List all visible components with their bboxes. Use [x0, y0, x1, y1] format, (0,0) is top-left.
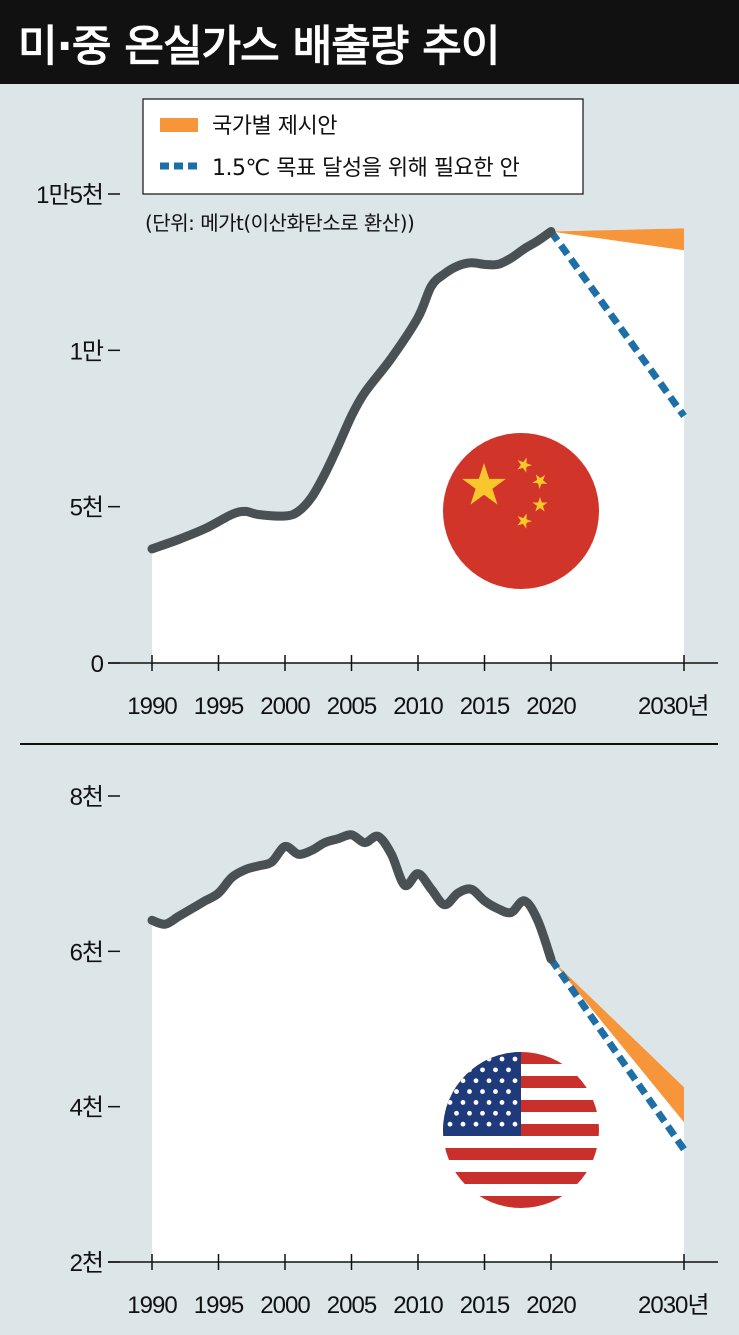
us-flag-star: [512, 1121, 518, 1127]
page-title: 미·중 온실가스 배출량 추이: [18, 22, 500, 72]
us-flag-star: [473, 1078, 479, 1084]
china-flag-disc: [443, 433, 599, 589]
us-flag-icon: [443, 1052, 599, 1208]
us-x-tick-label: 1990: [127, 1292, 177, 1319]
china-x-tick-label: 2000: [260, 693, 310, 720]
us-flag-star: [493, 1067, 498, 1073]
legend-swatch-national: [160, 118, 198, 132]
us-flag-stripe: [443, 1172, 599, 1184]
us-flag-star: [473, 1121, 479, 1127]
china-flag-icon: [443, 433, 599, 589]
us-plot-area: [152, 834, 684, 1262]
china-flag-small-star-4: [517, 513, 532, 529]
us-x-tick-label: 2010: [393, 1292, 443, 1319]
us-x-tick-label: 2005: [327, 1292, 377, 1319]
us-flag-star: [499, 1100, 505, 1105]
us-y-tick-label: 2천: [70, 1250, 103, 1277]
us-flag-star: [447, 1100, 453, 1105]
us-flag-star: [512, 1100, 518, 1105]
us-flag-star: [493, 1110, 498, 1116]
legend-label-target: 1.5℃ 목표 달성을 위해 필요한 안: [212, 156, 520, 181]
us-flag-star: [486, 1121, 492, 1127]
us-y-tick-label: 6천: [70, 939, 103, 966]
us-flag-star: [454, 1089, 459, 1094]
us-flag-star: [499, 1121, 505, 1127]
china-x-tick-label: 2010: [393, 693, 443, 720]
china-national-plan-area: [551, 228, 684, 251]
china-x-tick-label: 2005: [327, 693, 377, 720]
us-y-tick-label: 8천: [70, 784, 103, 811]
us-x-tick-label: 2000: [260, 1292, 310, 1319]
china-x-tick-label: 1990: [127, 693, 177, 720]
us-flag-star: [467, 1110, 472, 1116]
legend-box: [142, 98, 584, 195]
china-flag-small-star-2: [532, 474, 548, 489]
us-emissions-line: [147, 830, 556, 964]
us-x-tick-label: 2030년: [638, 1292, 708, 1319]
china-flag-small-star-1: [517, 457, 532, 473]
us-flag-star: [499, 1078, 505, 1084]
china-y-tick-label: 1만5천: [36, 182, 103, 209]
china-x-tick-label: 2030년: [638, 693, 708, 720]
us-flag-star: [447, 1121, 453, 1127]
title-bar: 미·중 온실가스 배출량 추이: [0, 0, 739, 84]
us-flag-star: [506, 1067, 511, 1073]
us-x-tick-label: 2020: [526, 1292, 576, 1319]
us-flag-star: [467, 1089, 472, 1094]
us-x-tick-label: 2015: [460, 1292, 510, 1319]
us-flag-star: [493, 1089, 498, 1094]
us-flag-star: [480, 1067, 485, 1073]
us-flag-star: [460, 1121, 466, 1127]
china-target-line: [548, 229, 687, 419]
us-flag-star: [480, 1110, 485, 1116]
us-flag-body: [443, 1052, 599, 1208]
us-flag-star: [499, 1056, 505, 1062]
china-y-tick-label: 0: [91, 651, 104, 678]
us-national-plan-area: [551, 959, 684, 1123]
us-chart: 1990 1995 2000 2005 2010 2015 2020 2030년 8천 6천 4천 2…: [70, 784, 718, 1319]
china-flag-small-star-3: [532, 497, 548, 512]
us-flag-star: [506, 1110, 511, 1116]
us-flag-star: [512, 1056, 518, 1062]
china-chart: 1990 1995 2000 2005 2010 2015 2020 2030년1만5천1만5…: [36, 182, 718, 720]
us-x-tick-label: 1995: [194, 1292, 244, 1319]
us-flag-star: [486, 1100, 492, 1105]
china-y-tick-label: 5천: [70, 495, 103, 522]
unit-note: (단위: 메가t(이산화탄소로 환산)): [145, 211, 414, 235]
china-x-tick-label: 2015: [460, 693, 510, 720]
china-plot-area: [152, 228, 684, 664]
china-flag-big-star: [462, 463, 506, 505]
china-y-tick-label: 1만: [70, 338, 104, 365]
us-flag-star: [473, 1100, 479, 1105]
china-emissions-line: [147, 227, 556, 554]
us-target-line: [548, 957, 687, 1152]
us-y-tick-label: 4천: [70, 1095, 103, 1122]
us-flag-stripe: [443, 1148, 599, 1160]
us-flag-star: [506, 1089, 511, 1094]
us-flag-star: [512, 1078, 518, 1084]
legend: 국가별 제시안 1.5℃ 목표 달성을 위해 필요한 안: [142, 98, 584, 195]
us-flag-star: [460, 1078, 466, 1084]
us-flag-star: [460, 1100, 466, 1105]
legend-label-national: 국가별 제시안: [212, 114, 337, 139]
us-flag-star: [454, 1110, 459, 1116]
china-x-tick-label: 1995: [194, 693, 244, 720]
us-flag-star: [486, 1078, 492, 1084]
china-x-tick-label: 2020: [526, 693, 576, 720]
us-flag-star: [480, 1089, 485, 1094]
